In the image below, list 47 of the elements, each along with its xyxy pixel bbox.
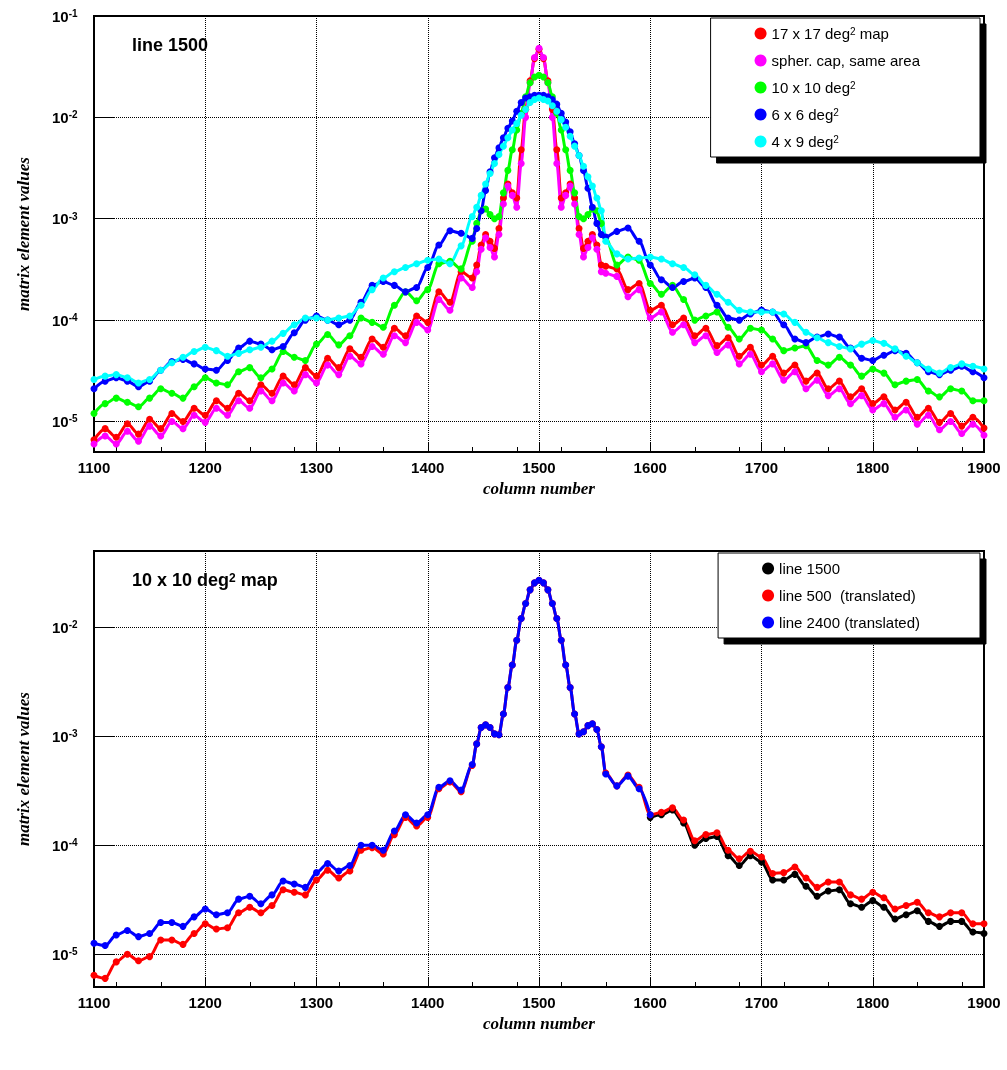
legend-label: line 2400 (translated) <box>779 614 920 631</box>
point <box>813 892 821 900</box>
point <box>780 876 788 884</box>
x-tick-label: 1500 <box>522 459 556 476</box>
x-tick-label: 1400 <box>411 994 445 1011</box>
x-tick-label: 1800 <box>856 994 890 1011</box>
y-axis-title: matrix element values <box>14 156 33 311</box>
legend-label: spher. cap, same area <box>771 52 921 69</box>
x-tick-label: 1300 <box>299 459 334 476</box>
x-tick-label: 1100 <box>77 994 111 1011</box>
point <box>880 903 888 911</box>
x-tick-label: 1300 <box>299 994 334 1011</box>
x-tick-label: 1600 <box>633 994 667 1011</box>
x-tick-label: 1400 <box>411 459 445 476</box>
x-tick-label: 1700 <box>744 994 779 1011</box>
point <box>835 886 843 894</box>
point <box>924 917 932 925</box>
point <box>969 928 977 936</box>
x-axis-title: column number <box>483 479 596 498</box>
y-axis-title: matrix element values <box>14 691 33 846</box>
point <box>769 876 777 884</box>
point <box>958 917 966 925</box>
x-tick-label: 1600 <box>633 459 667 476</box>
annotation: line 1500 <box>132 35 209 55</box>
x-tick-label: 1900 <box>967 994 1001 1011</box>
point <box>735 862 743 870</box>
x-tick-label: 1200 <box>188 459 222 476</box>
x-tick-label: 1100 <box>77 459 111 476</box>
point <box>913 907 921 915</box>
x-tick-label: 1900 <box>967 459 1001 476</box>
point <box>936 922 943 930</box>
x-axis-title: column number <box>483 1014 596 1033</box>
x-tick-label: 1500 <box>522 994 556 1011</box>
point <box>902 911 910 919</box>
point <box>791 870 799 878</box>
point <box>947 917 955 925</box>
point <box>847 900 854 908</box>
legend-label: line 1500 <box>779 560 840 577</box>
point <box>858 903 866 911</box>
point <box>869 897 877 905</box>
legend-label: line 500 (translated) <box>779 587 916 604</box>
x-tick-label: 1200 <box>188 994 222 1011</box>
point <box>824 887 832 895</box>
x-tick-label: 1800 <box>856 459 890 476</box>
x-tick-label: 1700 <box>744 459 779 476</box>
point <box>802 882 810 890</box>
point <box>980 929 988 937</box>
